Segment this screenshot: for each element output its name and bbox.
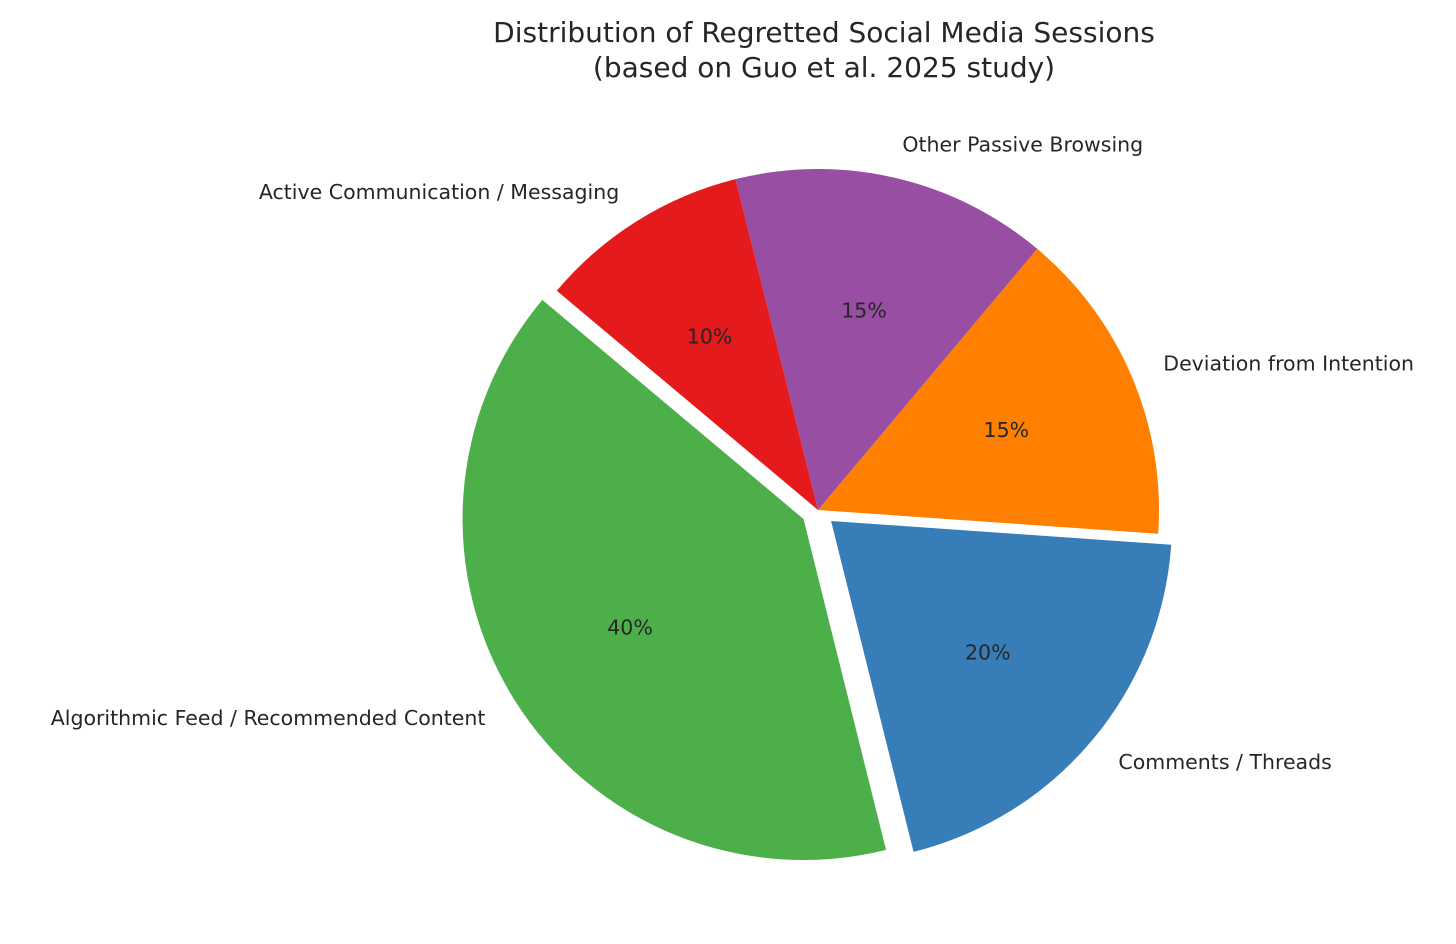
pie-slice-other-passive-browsing bbox=[735, 169, 1038, 511]
chart-title: Distribution of Regretted Social Media S… bbox=[493, 16, 1155, 49]
category-label-active-communication-messaging: Active Communication / Messaging bbox=[259, 180, 619, 204]
pct-label-comments-threads: 20% bbox=[965, 640, 1011, 664]
category-labels: Algorithmic Feed / Recommended Content Co… bbox=[51, 133, 1414, 775]
category-label-other-passive-browsing: Other Passive Browsing bbox=[902, 133, 1143, 157]
pie-slice-algorithmic-feed-recommended-content bbox=[462, 299, 887, 861]
chart-subtitle: (based on Guo et al. 2025 study) bbox=[593, 51, 1055, 84]
pct-label-algorithmic-feed-recommended-content: 40% bbox=[607, 615, 653, 639]
pct-label-active-communication-messaging: 10% bbox=[687, 324, 733, 348]
category-label-deviation-from-intention: Deviation from Intention bbox=[1163, 351, 1414, 375]
pie-slice-active-communication-messaging bbox=[556, 179, 818, 510]
pie-slice-deviation-from-intention bbox=[818, 248, 1159, 534]
pct-label-deviation-from-intention: 15% bbox=[984, 418, 1030, 442]
category-label-algorithmic-feed-recommended-content: Algorithmic Feed / Recommended Content bbox=[51, 706, 486, 730]
pie-slices bbox=[462, 169, 1172, 861]
percentage-labels: 40% 20% 15% 15% 10% bbox=[607, 299, 1029, 665]
pie-slice-comments-threads bbox=[831, 520, 1172, 852]
category-label-comments-threads: Comments / Threads bbox=[1118, 750, 1331, 774]
pct-label-other-passive-browsing: 15% bbox=[841, 299, 887, 323]
